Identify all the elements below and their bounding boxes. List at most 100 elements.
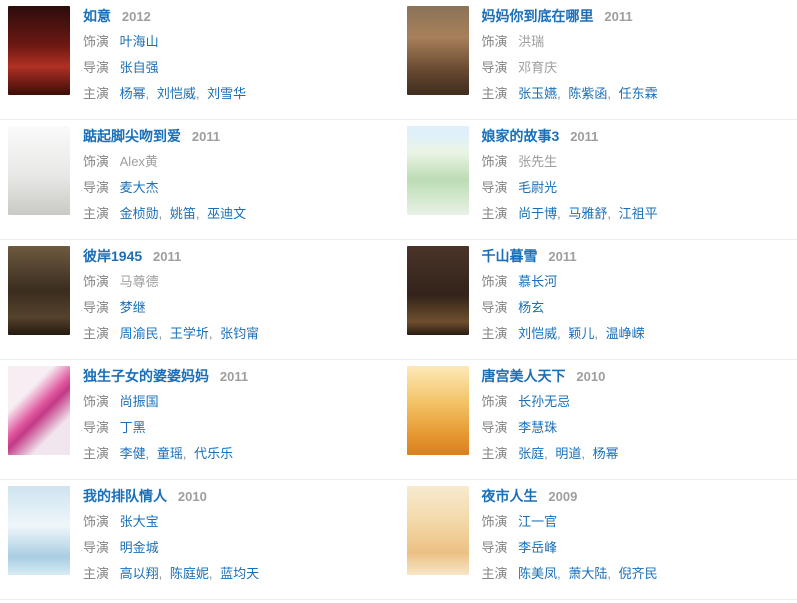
starring-name[interactable]: 刘恺威 bbox=[518, 326, 558, 341]
director-name[interactable]: 张自强 bbox=[119, 60, 159, 75]
role-name[interactable]: 叶海山 bbox=[119, 34, 159, 49]
role-label: 饰演 bbox=[481, 394, 508, 409]
title-link[interactable]: 踮起脚尖吻到爱 bbox=[83, 128, 181, 144]
starring-label: 主演 bbox=[83, 86, 110, 101]
poster-thumbnail[interactable] bbox=[8, 6, 70, 95]
title-link[interactable]: 彼岸1945 bbox=[83, 248, 143, 264]
starring-name[interactable]: 明道 bbox=[555, 446, 582, 461]
starring-name[interactable]: 姚笛 bbox=[169, 206, 196, 221]
poster-thumbnail[interactable] bbox=[406, 126, 469, 215]
starring-name[interactable]: 温峥嵘 bbox=[605, 326, 645, 341]
starring-name[interactable]: 马雅舒 bbox=[568, 206, 608, 221]
poster-thumbnail[interactable] bbox=[8, 246, 70, 335]
starring-name[interactable]: 萧大陆 bbox=[568, 566, 608, 581]
entry-info: 我的排队情人 2010 饰演 张大宝 导演 明金城 主演 高以翔, 陈庭妮, 蓝… bbox=[83, 486, 259, 599]
role-name[interactable]: 尚振国 bbox=[119, 394, 159, 409]
poster-thumbnail[interactable] bbox=[406, 246, 469, 335]
director-line: 导演 李岳峰 bbox=[482, 541, 658, 555]
role-name[interactable]: 慕长河 bbox=[518, 274, 558, 289]
starring-name[interactable]: 刘雪华 bbox=[207, 86, 247, 101]
entry-info: 唐宫美人天下 2010 饰演 长孙无忌 导演 李慧珠 主演 张庭, 明道, 杨幂 bbox=[482, 366, 619, 479]
starring-name[interactable]: 代乐乐 bbox=[194, 446, 234, 461]
director-line: 导演 麦大杰 bbox=[83, 181, 246, 195]
role-label: 饰演 bbox=[481, 514, 508, 529]
director-line: 导演 丁黑 bbox=[83, 421, 248, 435]
filmography-entry: 踮起脚尖吻到爱 2011 饰演 Alex黄 导演 麦大杰 主演 金桢勋, 姚笛,… bbox=[0, 120, 399, 240]
starring-name[interactable]: 金桢勋 bbox=[119, 206, 159, 221]
director-name[interactable]: 毛尉光 bbox=[518, 180, 558, 195]
starring-name[interactable]: 陈庭妮 bbox=[169, 566, 209, 581]
poster-thumbnail[interactable] bbox=[406, 6, 469, 95]
poster-thumbnail[interactable] bbox=[406, 366, 469, 455]
role-name[interactable]: 张大宝 bbox=[119, 514, 159, 529]
title-line: 我的排队情人 2010 bbox=[83, 488, 259, 505]
starring-line: 主演 李健, 童瑶, 代乐乐 bbox=[83, 447, 248, 461]
role-label: 饰演 bbox=[83, 34, 110, 49]
starring-name[interactable]: 任东霖 bbox=[618, 86, 658, 101]
role-label: 饰演 bbox=[481, 34, 508, 49]
separator: , bbox=[208, 326, 213, 341]
director-label: 导演 bbox=[481, 60, 508, 75]
starring-name[interactable]: 陈紫函 bbox=[568, 86, 608, 101]
title-link[interactable]: 唐宫美人天下 bbox=[481, 368, 566, 384]
director-line: 导演 邓育庆 bbox=[482, 61, 658, 75]
director-name[interactable]: 丁黑 bbox=[119, 420, 146, 435]
starring-name[interactable]: 杨幂 bbox=[592, 446, 619, 461]
role-label: 饰演 bbox=[481, 154, 508, 169]
role-line: 饰演 马尊德 bbox=[83, 275, 259, 289]
director-name[interactable]: 明金城 bbox=[119, 540, 159, 555]
title-link[interactable]: 我的排队情人 bbox=[83, 488, 167, 504]
director-name[interactable]: 杨玄 bbox=[518, 300, 545, 315]
director-name[interactable]: 麦大杰 bbox=[119, 180, 159, 195]
starring-name[interactable]: 尚于博 bbox=[518, 206, 558, 221]
separator: , bbox=[557, 326, 561, 341]
starring-line: 主演 张庭, 明道, 杨幂 bbox=[482, 447, 619, 461]
director-name[interactable]: 李岳峰 bbox=[518, 540, 558, 555]
entry-info: 彼岸1945 2011 饰演 马尊德 导演 梦继 主演 周渝民, 王学圻, 张钧… bbox=[83, 246, 259, 359]
title-link[interactable]: 独生子女的婆婆妈妈 bbox=[83, 368, 209, 384]
entry-info: 千山暮雪 2011 饰演 慕长河 导演 杨玄 主演 刘恺威, 颖儿, 温峥嵘 bbox=[482, 246, 645, 359]
poster-thumbnail[interactable] bbox=[8, 486, 70, 575]
starring-name[interactable]: 倪齐民 bbox=[618, 566, 658, 581]
separator: , bbox=[557, 566, 561, 581]
starring-line: 主演 刘恺威, 颖儿, 温峥嵘 bbox=[482, 327, 645, 341]
title-link[interactable]: 千山暮雪 bbox=[481, 248, 538, 264]
starring-label: 主演 bbox=[481, 86, 508, 101]
starring-name[interactable]: 江祖平 bbox=[618, 206, 658, 221]
starring-name[interactable]: 颖儿 bbox=[568, 326, 595, 341]
starring-name[interactable]: 张钧甯 bbox=[220, 326, 260, 341]
starring-name[interactable]: 周渝民 bbox=[119, 326, 159, 341]
starring-line: 主演 金桢勋, 姚笛, 巫迪文 bbox=[83, 207, 246, 221]
director-line: 导演 杨玄 bbox=[482, 301, 645, 315]
separator: , bbox=[557, 86, 561, 101]
title-link[interactable]: 如意 bbox=[83, 8, 111, 24]
poster-thumbnail[interactable] bbox=[8, 366, 70, 455]
role-name[interactable]: 长孙无忌 bbox=[518, 394, 571, 409]
director-line: 导演 明金城 bbox=[83, 541, 259, 555]
starring-name[interactable]: 杨幂 bbox=[119, 86, 146, 101]
title-link[interactable]: 夜市人生 bbox=[481, 488, 538, 504]
separator: , bbox=[557, 206, 561, 221]
title-link[interactable]: 娘家的故事3 bbox=[481, 128, 560, 144]
role-name[interactable]: 江一官 bbox=[518, 514, 558, 529]
starring-name[interactable]: 王学圻 bbox=[169, 326, 209, 341]
director-name[interactable]: 梦继 bbox=[119, 300, 146, 315]
starring-name[interactable]: 张庭 bbox=[518, 446, 545, 461]
title-link[interactable]: 妈妈你到底在哪里 bbox=[481, 8, 594, 24]
starring-name[interactable]: 陈美凤 bbox=[518, 566, 558, 581]
filmography-entry: 夜市人生 2009 饰演 江一官 导演 李岳峰 主演 陈美凤, 萧大陆, 倪齐民 bbox=[398, 480, 797, 600]
starring-name[interactable]: 巫迪文 bbox=[207, 206, 247, 221]
director-name[interactable]: 李慧珠 bbox=[518, 420, 558, 435]
starring-name[interactable]: 张玉嬿 bbox=[518, 86, 558, 101]
poster-thumbnail[interactable] bbox=[406, 486, 469, 575]
title-line: 如意 2012 bbox=[83, 8, 246, 25]
poster-thumbnail[interactable] bbox=[8, 126, 70, 215]
role-line: 饰演 江一官 bbox=[482, 515, 658, 529]
starring-name[interactable]: 高以翔 bbox=[119, 566, 159, 581]
title-line: 唐宫美人天下 2010 bbox=[482, 368, 619, 385]
starring-name[interactable]: 刘恺威 bbox=[156, 86, 196, 101]
starring-name[interactable]: 童瑶 bbox=[156, 446, 183, 461]
starring-name[interactable]: 李健 bbox=[119, 446, 146, 461]
starring-name[interactable]: 蓝均天 bbox=[220, 566, 260, 581]
director-label: 导演 bbox=[83, 180, 110, 195]
